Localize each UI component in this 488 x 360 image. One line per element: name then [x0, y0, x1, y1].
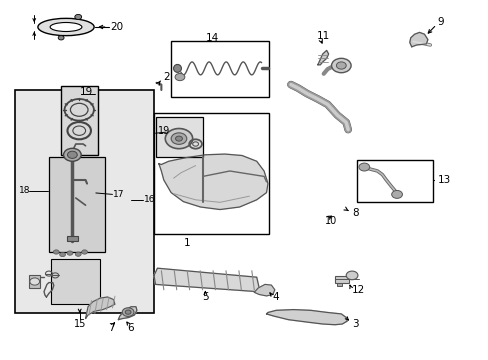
Circle shape [122, 308, 134, 316]
Bar [51, 259, 100, 304]
Polygon shape [254, 284, 274, 296]
Text: 19: 19 [80, 87, 93, 97]
Text: 6: 6 [126, 323, 133, 333]
Text: 14: 14 [205, 33, 219, 43]
Circle shape [175, 73, 184, 81]
Text: 10: 10 [325, 216, 337, 226]
Text: 7: 7 [108, 323, 115, 333]
Bar [49, 157, 105, 252]
Ellipse shape [50, 22, 82, 31]
Circle shape [67, 151, 77, 158]
Bar [156, 117, 203, 157]
Circle shape [75, 14, 81, 19]
Circle shape [63, 148, 81, 161]
Circle shape [165, 129, 192, 149]
Text: 5: 5 [202, 292, 208, 302]
Circle shape [53, 250, 59, 254]
Circle shape [30, 278, 40, 285]
Text: 1: 1 [183, 238, 190, 248]
Polygon shape [159, 154, 267, 210]
Text: 18: 18 [19, 186, 30, 195]
Circle shape [171, 133, 186, 144]
Ellipse shape [38, 18, 94, 36]
Polygon shape [317, 50, 328, 65]
Text: 4: 4 [272, 292, 279, 302]
Text: 3: 3 [351, 319, 358, 329]
Ellipse shape [173, 64, 181, 72]
Circle shape [125, 310, 131, 314]
Circle shape [60, 252, 65, 257]
Text: 16: 16 [144, 195, 156, 204]
Polygon shape [409, 32, 427, 47]
Bar [171, 41, 268, 97]
Text: 9: 9 [437, 17, 444, 27]
Bar [66, 236, 78, 241]
Bar [61, 86, 98, 155]
Circle shape [336, 62, 346, 69]
Text: 17: 17 [113, 190, 125, 199]
Circle shape [58, 36, 64, 40]
Text: 8: 8 [351, 208, 358, 218]
Bar [334, 276, 348, 283]
Polygon shape [154, 268, 259, 292]
Circle shape [81, 250, 87, 254]
Bar [15, 90, 154, 313]
Bar [337, 283, 342, 286]
Circle shape [175, 136, 182, 141]
Text: 2: 2 [163, 72, 169, 82]
Circle shape [391, 190, 402, 198]
Text: 13: 13 [437, 175, 450, 185]
Circle shape [331, 58, 350, 73]
Circle shape [346, 271, 357, 280]
Polygon shape [85, 297, 115, 319]
Circle shape [75, 252, 81, 256]
Polygon shape [266, 310, 346, 325]
Text: 19: 19 [158, 126, 170, 136]
Circle shape [358, 163, 369, 171]
Bar [29, 275, 40, 288]
Bar [356, 160, 432, 202]
Text: 12: 12 [351, 285, 365, 295]
Polygon shape [118, 307, 137, 320]
Text: 20: 20 [110, 22, 123, 32]
Circle shape [67, 251, 73, 255]
Text: 11: 11 [316, 31, 329, 41]
Text: 15: 15 [73, 319, 86, 329]
Bar [154, 113, 268, 234]
